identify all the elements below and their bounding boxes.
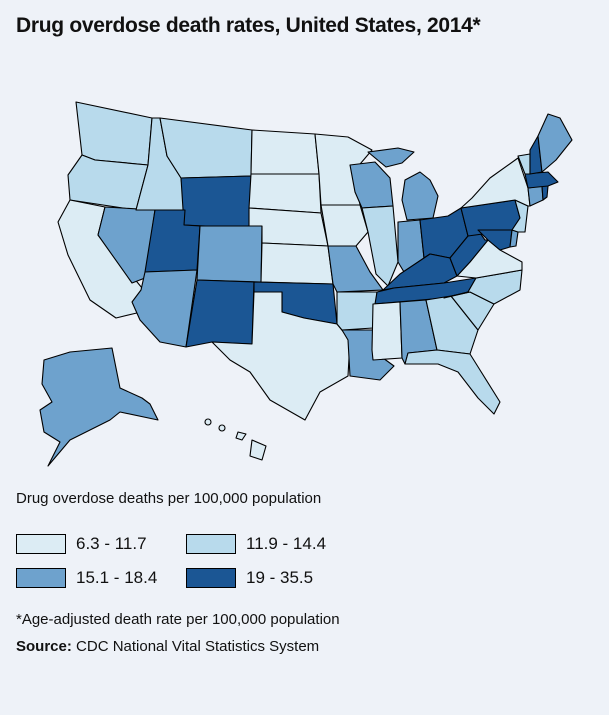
state-ri xyxy=(541,185,549,201)
legend-swatch xyxy=(16,568,66,588)
legend-item-bin-3: 15.1 - 18.4 xyxy=(16,567,157,589)
state-wy xyxy=(180,175,252,229)
legend-item-bin-2: 11.9 - 14.4 xyxy=(186,533,326,555)
source-text: CDC National Vital Statistics System xyxy=(76,638,320,655)
state-nd xyxy=(250,129,320,175)
legend-swatch xyxy=(186,534,236,554)
state-wa xyxy=(75,101,153,166)
state-sd xyxy=(248,173,322,214)
state-hi-oahu xyxy=(218,424,226,432)
legend-item-bin-1: 6.3 - 11.7 xyxy=(16,533,147,555)
state-ak xyxy=(39,347,159,467)
state-hi-kauai xyxy=(204,418,212,426)
state-ny xyxy=(460,157,531,209)
state-az xyxy=(131,269,198,348)
legend-label: 19 - 35.5 xyxy=(246,568,314,587)
state-ma xyxy=(524,171,559,189)
legend-label: 15.1 - 18.4 xyxy=(76,568,158,587)
state-ga xyxy=(425,295,479,355)
state-mi-lower xyxy=(401,171,439,221)
state-ks xyxy=(260,242,334,285)
state-nc xyxy=(443,269,523,305)
state-hi-big-island xyxy=(249,439,267,461)
state-ms xyxy=(371,301,403,361)
state-ia xyxy=(320,204,369,247)
source-label: Source: xyxy=(16,638,72,655)
legend-swatch xyxy=(186,568,236,588)
state-ar xyxy=(336,291,378,331)
map-title: Drug overdose death rates, United States… xyxy=(16,14,481,37)
state-co xyxy=(196,225,263,283)
legend-label: 11.9 - 14.4 xyxy=(246,534,327,553)
state-tx xyxy=(211,291,351,421)
state-hi-maui xyxy=(235,431,247,441)
us-choropleth-map xyxy=(0,80,609,480)
legend-label: 6.3 - 11.7 xyxy=(76,534,147,553)
legend-title: Drug overdose deaths per 100,000 populat… xyxy=(16,490,322,507)
footnote: *Age-adjusted death rate per 100,000 pop… xyxy=(16,611,340,628)
state-mi-upper xyxy=(367,147,415,168)
state-ct xyxy=(527,185,544,207)
state-fl xyxy=(404,349,501,415)
legend-swatch xyxy=(16,534,66,554)
state-md xyxy=(477,229,513,251)
source-note: Source: CDC National Vital Statistics Sy… xyxy=(16,638,319,655)
state-me xyxy=(537,113,573,173)
state-de xyxy=(509,229,519,248)
state-nm xyxy=(185,279,255,348)
legend-item-bin-4: 19 - 35.5 xyxy=(186,567,313,589)
